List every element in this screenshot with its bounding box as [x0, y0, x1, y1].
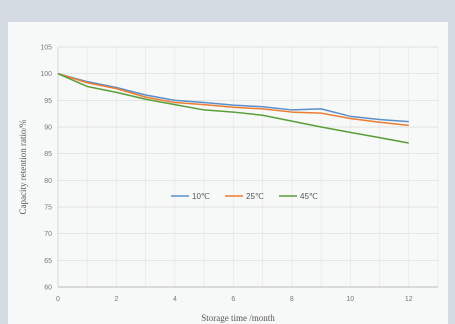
series-line-3 [57, 72, 409, 144]
y-tick-labels: 60 65 70 75 80 85 90 95 100 105 [40, 45, 52, 292]
y-tick-label: 80 [44, 178, 52, 185]
legend-label: 45℃ [300, 192, 318, 201]
series-lines [57, 72, 409, 144]
x-tick-label: 8 [290, 296, 294, 303]
axes [57, 47, 438, 288]
legend-label: 25℃ [246, 192, 264, 201]
x-tick-labels: 0 2 4 6 8 10 12 [56, 296, 413, 303]
y-axis-title: Capacity retention ratio/% [18, 119, 28, 214]
legend: 10℃ 25℃ 45℃ [171, 192, 318, 201]
y-tick-label: 90 [44, 125, 52, 132]
y-tick-label: 75 [44, 205, 52, 212]
chart-frame: 60 65 70 75 80 85 90 95 100 105 0 2 4 6 8 10 12 10℃ 25℃ 4… [8, 22, 448, 324]
series-line-2 [57, 72, 409, 127]
y-tick-label: 95 [44, 98, 52, 105]
x-tick-label: 6 [231, 296, 235, 303]
series-line-1 [57, 72, 409, 123]
y-tick-label: 85 [44, 151, 52, 158]
y-tick-label: 105 [40, 45, 52, 52]
legend-label: 10℃ [192, 192, 210, 201]
x-tick-label: 12 [405, 296, 413, 303]
x-tick-label: 4 [173, 296, 177, 303]
line-chart: 60 65 70 75 80 85 90 95 100 105 0 2 4 6 8 10 12 10℃ 25℃ 4… [18, 45, 439, 323]
x-tick-label: 2 [115, 296, 119, 303]
x-tick-label: 0 [56, 296, 60, 303]
y-tick-label: 65 [44, 258, 52, 265]
y-tick-label: 100 [40, 71, 52, 78]
x-axis-title: Storage time /month [201, 313, 275, 323]
y-tick-label: 70 [44, 231, 52, 238]
x-tick-label: 10 [346, 296, 354, 303]
grid-lines [58, 46, 439, 287]
y-tick-label: 60 [44, 285, 52, 292]
